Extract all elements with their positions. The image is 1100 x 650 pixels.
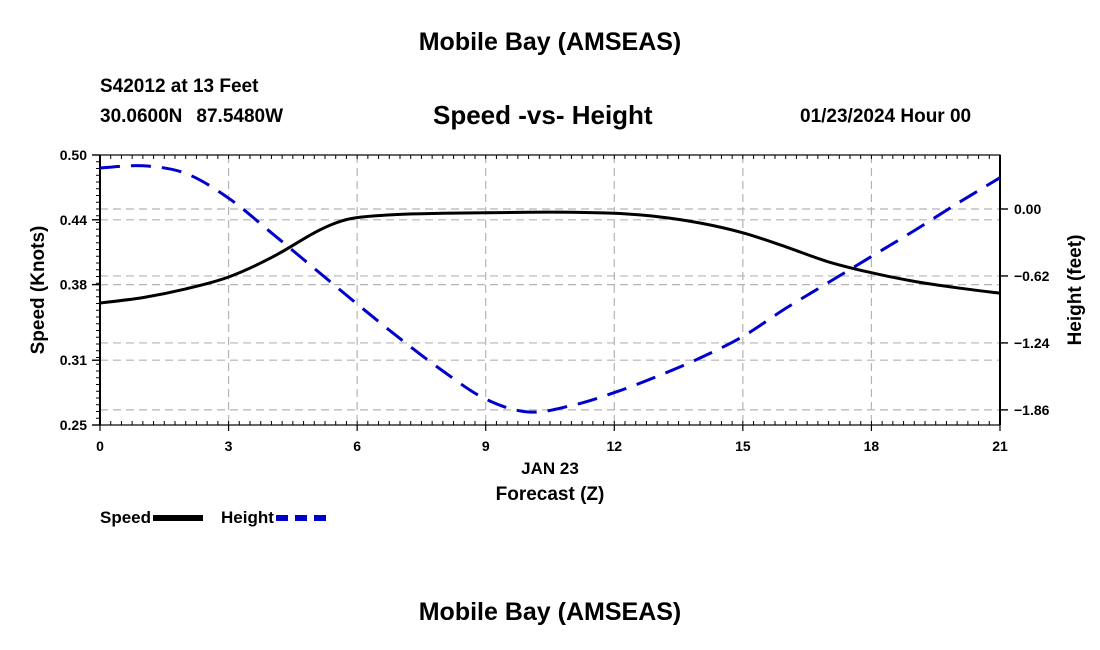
station-label: S42012 at 13 Feet [100,76,259,97]
forecast-date: 01/23/2024 Hour 00 [800,106,972,127]
legend-height-label: Height [221,508,274,527]
coordinates: 30.0600N 87.5480W [100,106,283,128]
y-left-tick-label: 0.25 [60,417,87,433]
plot-title: Speed -vs- Height [433,100,653,130]
legend: Speed Height [100,508,344,528]
height-series-line [99,164,1001,414]
x-tick-label: 6 [353,438,361,454]
x-tick-label: 12 [606,438,622,454]
legend-height-swatch [275,515,326,521]
x-tick-label: 15 [735,438,751,454]
legend-speed-swatch [153,515,204,521]
legend-speed-label: Speed [100,508,152,527]
footer-title: Mobile Bay (AMSEAS) [418,598,682,626]
x-axis-title: Forecast (Z) [496,484,605,505]
x-tick-label: 18 [864,438,880,454]
y-right-tick-label: 0.00 [1014,201,1041,217]
longitude: 87.5480W [196,106,284,127]
y-left-axis-title: Speed (Knots) [28,226,49,355]
plot-frame [99,154,1001,426]
legend-item-speed: Speed [100,508,204,528]
x-tick-label: 3 [225,438,233,454]
x-tick-label: 0 [96,438,104,454]
x-axis-date-label: JAN 23 [521,459,579,478]
speed-series-line [99,210,1001,305]
latitude: 30.0600N [100,106,183,127]
y-left-tick-label: 0.44 [60,212,87,228]
y-left-tick-label: 0.38 [60,277,87,293]
y-right-tick-label: −1.86 [1014,402,1050,418]
x-tick-label: 21 [992,438,1008,454]
legend-item-height: Height [221,508,326,528]
x-tick-label: 9 [482,438,490,454]
y-right-axis-title: Height (feet) [1065,235,1086,346]
y-right-tick-label: −1.24 [1014,335,1050,351]
y-left-tick-label: 0.50 [60,147,87,163]
page-title: Mobile Bay (AMSEAS) [418,28,682,56]
y-right-tick-label: −0.62 [1014,268,1050,284]
y-left-tick-label: 0.31 [60,352,87,368]
